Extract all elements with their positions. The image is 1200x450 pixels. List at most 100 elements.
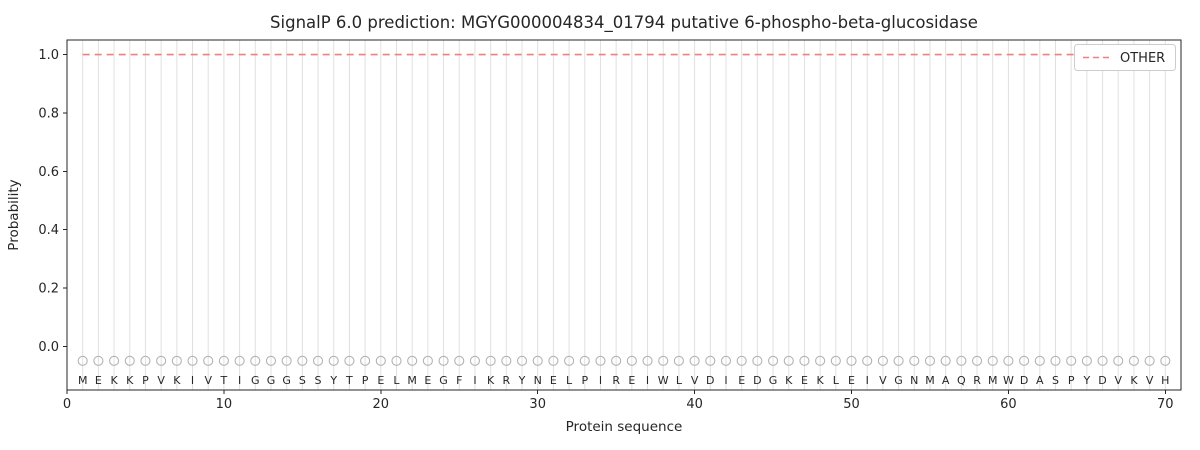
- residue-letter: Q: [957, 374, 966, 387]
- residue-letter: K: [110, 374, 118, 387]
- residue-letter: S: [299, 374, 306, 387]
- x-tick-label: 60: [1000, 397, 1017, 412]
- residue-letter: P: [581, 374, 588, 387]
- residue-marker: [469, 355, 480, 366]
- residue-letter: H: [1161, 374, 1169, 387]
- residue-marker: [720, 355, 732, 366]
- x-tick-label: 20: [373, 397, 390, 412]
- residue-letter: T: [345, 374, 353, 387]
- y-tick-label: 1.0: [38, 48, 59, 63]
- residue-letter: V: [691, 374, 699, 387]
- residue-letter: V: [879, 374, 887, 387]
- residue-letter: N: [910, 374, 918, 387]
- residue-marker: [987, 355, 998, 366]
- residue-letter: E: [377, 374, 384, 387]
- residue-marker: [830, 355, 841, 366]
- residue-letter: I: [646, 374, 649, 387]
- residue-marker: [265, 355, 277, 366]
- residue-marker: [752, 355, 763, 366]
- y-tick-label: 0.8: [38, 106, 59, 121]
- legend-label-other: OTHER: [1120, 51, 1165, 66]
- residue-letter: D: [1098, 374, 1106, 387]
- residue-letter: E: [848, 374, 855, 387]
- residue-marker: [1034, 355, 1045, 366]
- residue-letter: P: [1068, 374, 1075, 387]
- residue-marker: [815, 355, 826, 366]
- x-tick-label: 30: [529, 397, 546, 412]
- residue-marker: [1003, 355, 1014, 366]
- residue-letter: E: [550, 374, 557, 387]
- residue-letter: G: [769, 374, 778, 387]
- residue-marker: [124, 355, 135, 366]
- residue-letter: V: [1146, 374, 1154, 387]
- y-tick-label: 0.0: [38, 340, 59, 355]
- residue-letter: E: [628, 374, 635, 387]
- residue-letter: I: [599, 374, 602, 387]
- residue-marker: [611, 355, 622, 366]
- residue-marker: [77, 355, 88, 366]
- residue-marker: [407, 355, 418, 366]
- residue-marker: [360, 355, 371, 366]
- residue-letter: I: [238, 374, 241, 387]
- residue-marker: [893, 355, 904, 366]
- residue-letter: A: [942, 374, 950, 387]
- residue-marker: [140, 355, 151, 366]
- residue-marker: [312, 355, 324, 366]
- residue-letter: F: [456, 374, 462, 387]
- residue-letter: L: [566, 374, 573, 387]
- residue-letter: W: [658, 374, 669, 387]
- y-tick-label: 0.2: [38, 281, 59, 296]
- residue-marker: [297, 355, 308, 366]
- residue-marker: [956, 355, 967, 366]
- residue-letter: K: [487, 374, 495, 387]
- residue-marker: [783, 355, 794, 366]
- residue-marker: [485, 355, 496, 366]
- residue-marker: [595, 355, 606, 366]
- residue-letter: K: [1130, 374, 1138, 387]
- residue-letter: T: [220, 374, 228, 387]
- residue-letter: Y: [329, 374, 337, 387]
- residue-letter: R: [973, 374, 981, 387]
- residue-marker: [328, 355, 339, 366]
- residue-marker: [501, 355, 512, 366]
- residue-marker: [1050, 355, 1061, 366]
- residue-marker: [658, 355, 669, 366]
- residue-letter: L: [676, 374, 683, 387]
- residue-letter: I: [191, 374, 194, 387]
- residue-marker: [281, 355, 292, 366]
- residue-letter: R: [502, 374, 510, 387]
- residue-letter: K: [126, 374, 134, 387]
- residue-marker: [705, 355, 716, 366]
- y-tick-label: 0.6: [38, 165, 59, 180]
- residue-marker: [532, 355, 543, 366]
- residue-marker: [344, 355, 355, 366]
- residue-marker: [579, 355, 590, 366]
- residue-marker: [564, 355, 575, 366]
- residue-marker: [422, 355, 433, 366]
- residue-marker: [548, 355, 559, 366]
- x-tick-label: 50: [843, 397, 860, 412]
- residue-letter: G: [267, 374, 276, 387]
- legend-box: [1074, 44, 1176, 71]
- residue-letter: E: [424, 374, 431, 387]
- residue-marker: [768, 355, 779, 366]
- x-tick-label: 0: [63, 397, 71, 412]
- residue-marker: [109, 355, 120, 366]
- residue-marker: [1019, 355, 1030, 366]
- residue-marker: [250, 355, 261, 366]
- x-tick-label: 40: [686, 397, 703, 412]
- residue-letter: K: [817, 374, 825, 387]
- residue-letter: W: [1003, 374, 1014, 387]
- plot-border: [66, 39, 1182, 391]
- residue-marker: [1081, 355, 1092, 366]
- residue-letter: D: [1020, 374, 1028, 387]
- x-axis-label: Protein sequence: [566, 419, 683, 435]
- residue-marker: [736, 355, 747, 366]
- residue-marker: [1144, 355, 1155, 366]
- residue-marker: [909, 355, 920, 366]
- residue-letter: A: [1036, 374, 1044, 387]
- residue-marker: [642, 355, 653, 366]
- residue-letter: S: [315, 374, 322, 387]
- residue-letter: R: [612, 374, 620, 387]
